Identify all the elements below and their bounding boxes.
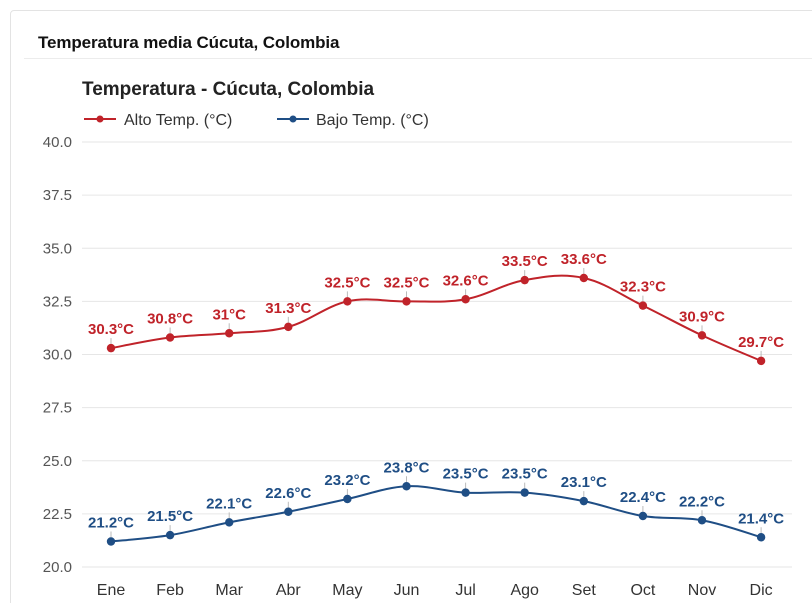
data-point-high[interactable] — [343, 297, 352, 306]
data-label-high: 32.6°C — [443, 272, 489, 289]
data-label-high: 30.8°C — [147, 311, 193, 328]
data-label-high: 30.3°C — [88, 321, 134, 338]
legend-low-marker — [289, 115, 297, 123]
y-tick-label: 40.0 — [43, 134, 72, 151]
x-tick-label: Jul — [455, 582, 475, 599]
series-high: 30.3°C 30.8°C 31°C 31.3°C 32.5°C 32.5°C 32.6°C… — [88, 251, 784, 366]
x-tick-label: Dic — [750, 582, 773, 599]
data-label-high: 29.7°C — [738, 334, 784, 351]
data-label-high: 32.5°C — [383, 274, 429, 291]
y-tick-label: 35.0 — [43, 240, 72, 257]
data-label-high: 33.5°C — [502, 253, 548, 270]
data-label-low: 21.2°C — [88, 515, 134, 532]
legend-high-label: Alto Temp. (°C) — [124, 112, 232, 129]
data-label-high: 30.9°C — [679, 308, 725, 325]
x-tick-label: Set — [572, 582, 597, 599]
data-label-low: 23.2°C — [324, 472, 370, 489]
data-label-low: 22.6°C — [265, 485, 311, 502]
data-label-low: 23.5°C — [502, 466, 548, 483]
data-label-high: 31.3°C — [265, 300, 311, 317]
data-point-low[interactable] — [106, 537, 116, 546]
data-label-low: 23.1°C — [561, 474, 607, 491]
data-point-low[interactable] — [402, 482, 411, 491]
y-tick-label: 32.5 — [43, 293, 72, 310]
data-point-high[interactable] — [461, 295, 470, 304]
data-label-low: 21.4°C — [738, 510, 784, 527]
data-point-low[interactable] — [579, 496, 588, 506]
data-point-low[interactable] — [756, 533, 766, 542]
data-label-low: 21.5°C — [147, 508, 193, 525]
y-tick-label: 22.5 — [43, 506, 72, 523]
data-point-low[interactable] — [284, 507, 293, 516]
x-tick-label: Ago — [510, 582, 539, 599]
data-point-high[interactable] — [165, 333, 175, 342]
data-label-low: 23.8°C — [383, 459, 429, 476]
x-tick-label: May — [332, 582, 362, 599]
x-tick-label: Abr — [276, 582, 302, 599]
data-point-high[interactable] — [106, 343, 116, 353]
series-low: 21.2°C 21.5°C 22.1°C 22.6°C 23.2°C 23.8°C 23.5… — [88, 459, 784, 546]
y-tick-label: 20.0 — [43, 559, 72, 576]
x-tick-label: Mar — [215, 582, 243, 599]
series-layer: 30.3°C 30.8°C 31°C 31.3°C 32.5°C 32.5°C 32.6°C… — [88, 251, 784, 546]
data-label-low: 23.5°C — [443, 466, 489, 483]
data-label-high: 31°C — [212, 306, 246, 323]
legend-item-low[interactable]: Bajo Temp. (°C) — [277, 112, 429, 129]
chart-title: Temperatura - Cúcuta, Colombia — [82, 79, 375, 100]
data-label-low: 22.1°C — [206, 495, 252, 512]
legend: Alto Temp. (°C) Bajo Temp. (°C) — [84, 112, 429, 129]
data-point-low[interactable] — [638, 511, 648, 521]
data-point-high[interactable] — [402, 297, 411, 306]
x-tick-label: Oct — [630, 582, 655, 599]
card-divider — [24, 58, 812, 59]
y-tick-label: 37.5 — [43, 187, 72, 204]
x-tick-label: Jun — [394, 582, 420, 599]
legend-item-high[interactable]: Alto Temp. (°C) — [84, 112, 232, 129]
series-line-low — [110, 485, 762, 543]
y-axis-tick-labels: 40.0 37.5 35.0 32.5 30.0 27.5 25.0 22.5 20.0 — [43, 134, 72, 576]
data-point-low[interactable] — [343, 494, 352, 504]
data-label-high: 32.3°C — [620, 279, 666, 296]
y-tick-label: 30.0 — [43, 347, 72, 364]
data-point-low[interactable] — [165, 530, 175, 540]
data-point-low[interactable] — [520, 488, 529, 497]
data-point-high[interactable] — [284, 322, 293, 332]
chart-card — [10, 10, 812, 603]
data-label-low: 22.2°C — [679, 493, 725, 510]
data-label-high: 32.5°C — [324, 274, 370, 291]
data-point-high[interactable] — [697, 331, 707, 340]
x-tick-label: Ene — [97, 582, 126, 599]
data-point-high[interactable] — [579, 273, 588, 283]
x-axis-tick-labels: Ene Feb Mar Abr May Jun Jul Ago Set Oct Nov Dic — [97, 582, 773, 599]
data-label-high: 33.6°C — [561, 251, 607, 268]
data-point-low[interactable] — [225, 518, 234, 527]
data-point-high[interactable] — [225, 329, 234, 338]
card-title: Temperatura media Cúcuta, Colombia — [38, 33, 340, 52]
legend-high-marker — [96, 115, 104, 123]
y-tick-label: 25.0 — [43, 453, 72, 470]
data-point-low[interactable] — [461, 488, 470, 497]
x-tick-label: Feb — [156, 582, 184, 599]
data-point-high[interactable] — [520, 275, 529, 285]
legend-low-label: Bajo Temp. (°C) — [316, 112, 429, 129]
data-point-low[interactable] — [697, 516, 707, 525]
data-point-high[interactable] — [638, 301, 648, 310]
x-tick-label: Nov — [688, 582, 716, 599]
data-point-high[interactable] — [756, 356, 766, 366]
y-tick-label: 27.5 — [43, 400, 72, 417]
data-label-low: 22.4°C — [620, 489, 666, 506]
